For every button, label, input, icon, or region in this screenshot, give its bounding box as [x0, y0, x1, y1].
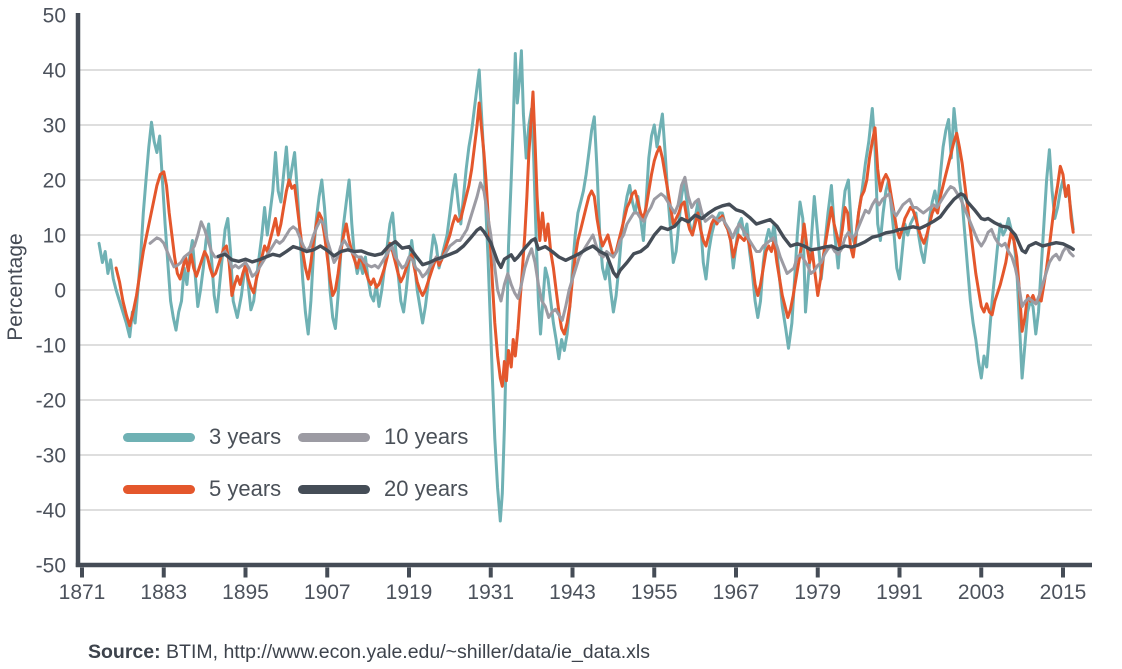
y-axis-title: Percentage [4, 233, 27, 341]
x-tick-label: 1991 [876, 581, 923, 604]
legend-swatch-5-years-icon [123, 484, 195, 494]
series-line-5-years [114, 90, 1075, 388]
source-text: BTIM, http://www.econ.yale.edu/~shiller/… [160, 641, 650, 663]
y-tick-label: 0 [54, 280, 66, 303]
rolling-returns-chart: 50 40 30 20 10 0 -10 -20 -30 -40 -50 1871 1883 1895 19… [36, 5, 1092, 604]
legend-label-5-years: 5 years [209, 476, 282, 501]
x-tick-label: 2003 [958, 581, 1005, 604]
y-tick-label: 10 [43, 225, 66, 248]
legend-label-10-years: 10 years [384, 424, 469, 449]
x-tick-label: 1895 [222, 581, 269, 604]
legend-item-3-years: 3 years [123, 424, 281, 450]
source-note: Source: BTIM, http://www.econ.yale.edu/~… [88, 641, 650, 664]
x-tick-label: 1931 [467, 581, 514, 604]
x-tick-label: 1919 [386, 581, 433, 604]
legend-swatch-20-years-icon [298, 484, 370, 494]
x-tick-label: 1943 [549, 581, 596, 604]
legend-swatch-10-years-icon [298, 432, 370, 442]
y-tick-label: -40 [36, 500, 66, 523]
series-line-3-years [97, 49, 1075, 523]
y-tick-label: -20 [36, 390, 66, 413]
y-tick-label: 20 [43, 170, 66, 193]
y-tick-label: -10 [36, 335, 66, 358]
legend-label-3-years: 3 years [209, 424, 282, 449]
legend-item-20-years: 20 years [298, 476, 468, 502]
x-tick-label: 1883 [140, 581, 187, 604]
x-tick-label: 1871 [59, 581, 106, 604]
y-tick-label: -30 [36, 445, 66, 468]
y-tick-label: 30 [43, 115, 66, 138]
source-prefix: Source: [88, 641, 161, 663]
y-tick-label: 50 [43, 5, 66, 28]
x-tick-label: 1979 [794, 581, 841, 604]
y-tick-label: 40 [43, 60, 66, 83]
y-tick-label: -50 [36, 555, 66, 578]
series-line-20-years [216, 192, 1075, 279]
legend-swatch-3-years-icon [123, 432, 195, 442]
legend-item-5-years: 5 years [123, 476, 281, 502]
legend-label-20-years: 20 years [384, 476, 469, 501]
legend-item-10-years: 10 years [298, 424, 468, 450]
x-tick-label: 1967 [713, 581, 760, 604]
x-tick-label: 1955 [631, 581, 678, 604]
x-tick-label: 2015 [1040, 581, 1087, 604]
x-tick-label: 1907 [304, 581, 351, 604]
series-line-10-years [148, 175, 1075, 322]
